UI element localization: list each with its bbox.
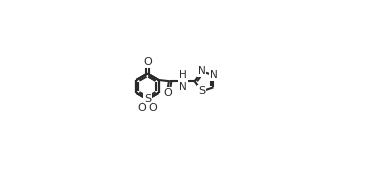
Text: S: S xyxy=(198,86,205,96)
Text: O: O xyxy=(148,103,157,113)
Text: N: N xyxy=(198,66,206,76)
Text: N: N xyxy=(210,70,217,80)
Text: S: S xyxy=(144,94,151,104)
Text: O: O xyxy=(164,88,173,98)
Text: O: O xyxy=(143,57,152,67)
Text: H
N: H N xyxy=(179,71,187,92)
Text: O: O xyxy=(138,103,147,113)
